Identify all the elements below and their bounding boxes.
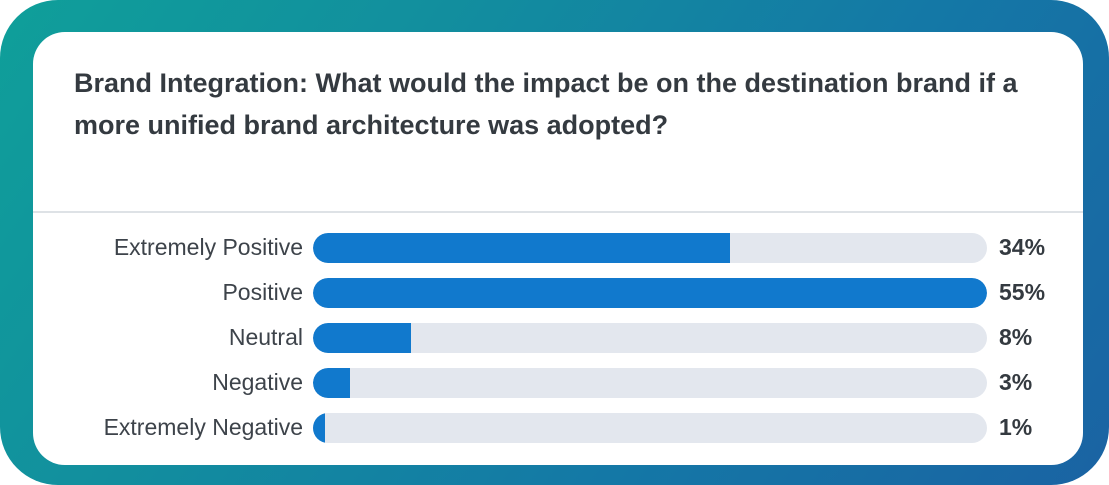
percentage-label: 8%: [999, 324, 1033, 350]
bar-fill: [313, 368, 350, 398]
result-row: Negative 3%: [33, 364, 1083, 400]
bar-track: [313, 413, 987, 443]
result-row: Neutral 8%: [33, 319, 1083, 355]
percentage-label: 1%: [999, 414, 1033, 440]
option-label: Extremely Positive: [113, 234, 303, 260]
result-row: Extremely Positive 34%: [33, 229, 1083, 265]
bar-track: [313, 233, 987, 263]
percentage-label: 3%: [999, 369, 1033, 395]
option-label: Extremely Negative: [103, 414, 303, 440]
bar-track: [313, 323, 987, 353]
percentage-label: 34%: [999, 234, 1046, 260]
bar-fill: [313, 278, 987, 308]
bar-track: [313, 368, 987, 398]
option-label: Neutral: [228, 324, 303, 350]
percentage-label: 55%: [999, 279, 1046, 305]
poll-question: Brand Integration: What would the impact…: [74, 68, 1018, 140]
result-row: Extremely Negative 1%: [33, 409, 1083, 445]
option-label: Negative: [212, 369, 303, 395]
bar-fill: [313, 413, 325, 443]
poll-results-card: Brand Integration: What would the impact…: [33, 32, 1083, 465]
bar-track: [313, 278, 987, 308]
result-row: Positive 55%: [33, 274, 1083, 310]
option-label: Positive: [222, 279, 303, 305]
bar-fill: [313, 233, 730, 263]
bar-fill: [313, 323, 411, 353]
divider: [33, 211, 1083, 213]
